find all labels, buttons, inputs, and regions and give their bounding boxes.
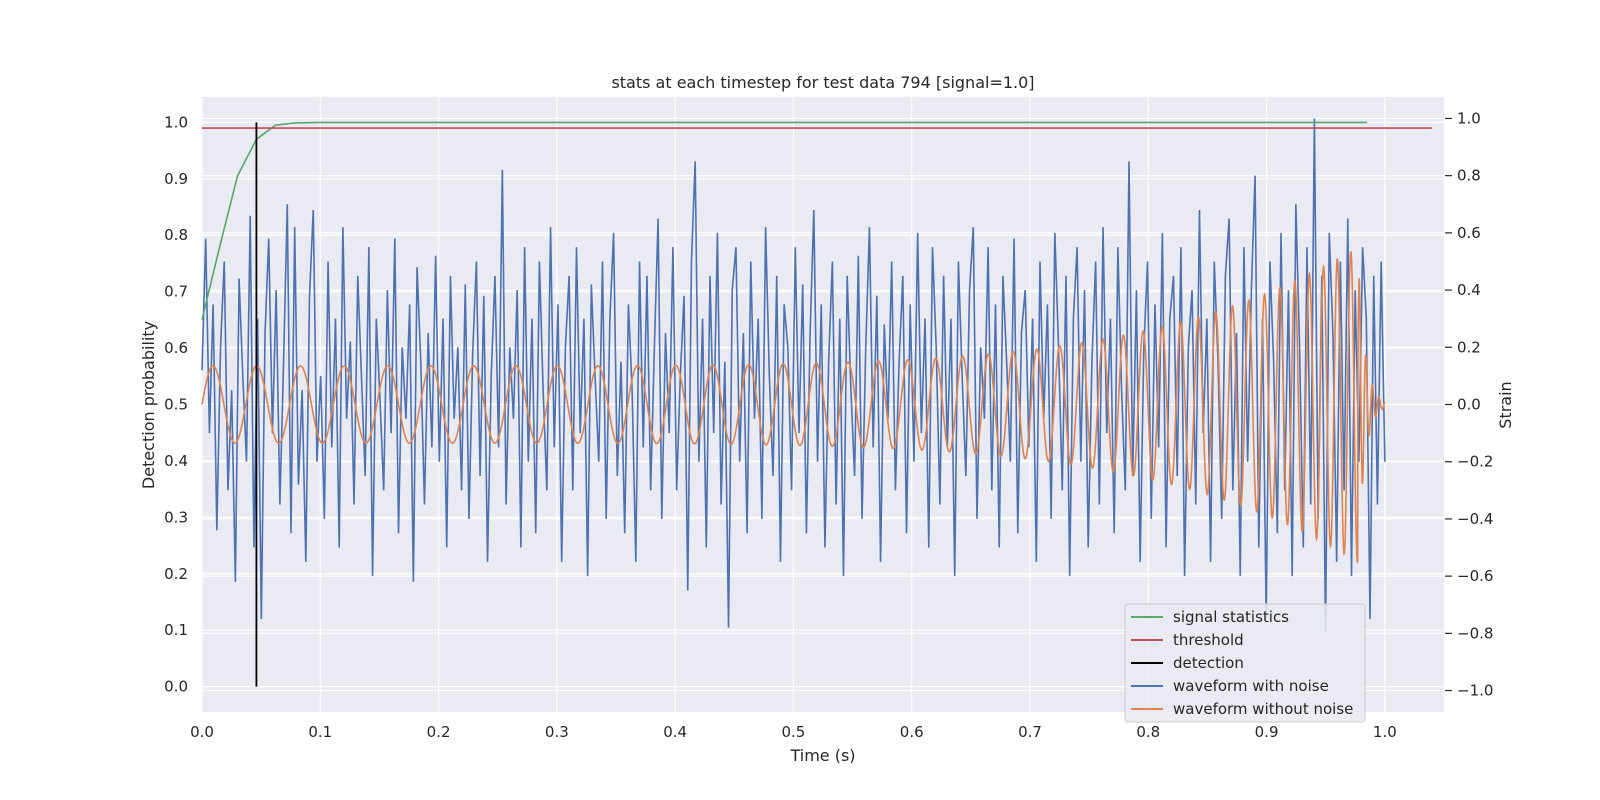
tick-labels: 0.0 0.1 0.2 0.3 0.4 0.5 0.6 0.7 0.8 0.9 1.0 0.0 0.1 0… — [164, 109, 1493, 741]
y-tick-label: 0.5 — [164, 396, 188, 414]
y-tick-label: 0.7 — [164, 283, 188, 301]
series-lines — [201, 118, 1433, 687]
x-tick-label: 0.3 — [545, 723, 569, 741]
legend-item-threshold: threshold — [1131, 631, 1244, 649]
legend: signal statistics threshold detection wa… — [1124, 603, 1366, 723]
y2-tick-label: 1.0 — [1457, 109, 1481, 127]
y2-tick-label: −0.2 — [1457, 453, 1493, 471]
legend-item-waveform-with-noise: waveform with noise — [1131, 677, 1329, 695]
y-tick-label: 0.8 — [164, 226, 188, 244]
chart-title: stats at each timestep for test data 794… — [611, 73, 1034, 92]
x-tick-label: 0.6 — [900, 723, 924, 741]
legend-item-signal-statistics: signal statistics — [1131, 608, 1289, 626]
y2-tick-label: −0.4 — [1457, 510, 1493, 528]
legend-label: waveform with noise — [1173, 677, 1329, 695]
y2-tick-label: 0.6 — [1457, 224, 1481, 242]
x-tick-label: 0.5 — [781, 723, 805, 741]
x-tick-label: 0.0 — [190, 723, 214, 741]
y-tick-label: 0.0 — [164, 678, 188, 696]
y2-tick-label: 0.0 — [1457, 396, 1481, 414]
y2-tick-label: 0.8 — [1457, 167, 1481, 185]
legend-box — [1124, 603, 1366, 723]
y-tick-label: 0.1 — [164, 621, 188, 639]
x-tick-label: 0.7 — [1018, 723, 1042, 741]
y-tick-label: 0.9 — [164, 170, 188, 188]
y2-tick-label: −0.8 — [1457, 624, 1493, 642]
legend-item-waveform-without-noise: waveform without noise — [1131, 700, 1353, 718]
series-line-signal-statistics — [201, 121, 1368, 321]
legend-label: waveform without noise — [1173, 700, 1353, 718]
x-tick-label: 0.4 — [663, 723, 687, 741]
y-axis-label: Detection probability — [139, 321, 158, 489]
x-tick-label: 0.8 — [1136, 723, 1160, 741]
y2-tick-label: −0.6 — [1457, 567, 1493, 585]
x-axis-label: Time (s) — [789, 746, 855, 765]
x-tick-label: 1.0 — [1373, 723, 1397, 741]
x-tick-label: 0.2 — [427, 723, 451, 741]
y-tick-label: 0.4 — [164, 452, 188, 470]
y2-tick-label: −1.0 — [1457, 682, 1493, 700]
y-tick-label: 0.6 — [164, 339, 188, 357]
series-line-waveform-with-noise — [201, 118, 1386, 634]
legend-label: threshold — [1173, 631, 1244, 649]
x-tick-label: 0.1 — [308, 723, 332, 741]
y2-tick-label: 0.4 — [1457, 281, 1481, 299]
x-tick-label: 0.9 — [1255, 723, 1279, 741]
y2-tick-label: 0.2 — [1457, 338, 1481, 356]
y-tick-label: 1.0 — [164, 113, 188, 131]
legend-item-detection: detection — [1131, 654, 1244, 672]
legend-label: detection — [1173, 654, 1244, 672]
y-tick-label: 0.2 — [164, 565, 188, 583]
legend-label: signal statistics — [1173, 608, 1289, 626]
y-tick-label: 0.3 — [164, 508, 188, 526]
series-line-waveform-without-noise — [201, 251, 1386, 565]
y2-axis-label: Strain — [1496, 381, 1515, 428]
